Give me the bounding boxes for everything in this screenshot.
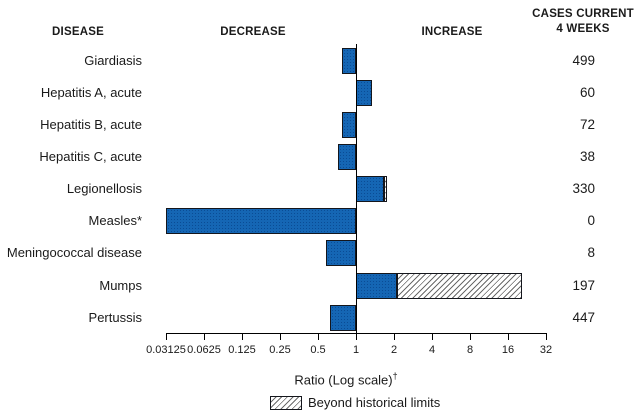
disease-label: Giardiasis	[84, 52, 142, 68]
column-header-cases-line1: CASES CURRENT	[532, 8, 634, 20]
column-header-cases-line2: 4 WEEKS	[556, 23, 610, 35]
disease-label: Hepatitis A, acute	[40, 84, 142, 100]
ratio-bar-increase	[356, 79, 372, 106]
x-axis-tick-label: 0.125	[228, 344, 256, 356]
cases-value: 197	[572, 277, 595, 293]
baseline-ratio-1	[356, 44, 357, 333]
ratio-bar-increase	[356, 176, 385, 203]
x-axis-tick-label: 0.0625	[187, 344, 221, 356]
ratio-bar-decrease	[337, 143, 356, 170]
x-axis-tick	[280, 333, 281, 340]
ratio-bar-decrease	[326, 240, 356, 267]
x-axis-tick	[394, 333, 395, 340]
column-header-increase: INCREASE	[421, 26, 483, 38]
x-axis-tick-label: 16	[501, 344, 515, 356]
x-axis-title-text: Ratio (Log scale)	[294, 372, 393, 388]
legend-label: Beyond historical limits	[308, 395, 441, 410]
column-header-disease: DISEASE	[52, 26, 104, 38]
dagger-footnote-mark: †	[392, 371, 398, 381]
ratio-bar-beyond-limits	[384, 176, 387, 203]
cases-value: 499	[572, 52, 595, 68]
disease-label: Mumps	[99, 277, 142, 293]
x-axis-tick-label: 0.03125	[146, 344, 186, 356]
x-axis-tick-label: 32	[539, 344, 553, 356]
cases-value: 8	[587, 245, 595, 261]
x-axis-title: Ratio (Log scale)†	[294, 371, 397, 387]
x-axis-tick-label: 8	[466, 344, 474, 356]
disease-label: Legionellosis	[66, 181, 142, 197]
x-axis-tick-label: 0.5	[310, 344, 326, 356]
ratio-bar-decrease	[342, 47, 356, 74]
x-axis-tick	[318, 333, 319, 340]
disease-label: Hepatitis B, acute	[40, 116, 142, 132]
disease-label: Pertussis	[88, 309, 142, 325]
x-axis-tick	[508, 333, 509, 340]
disease-label: Hepatitis C, acute	[39, 148, 142, 164]
ratio-bar-decrease	[329, 304, 356, 331]
column-header-cases: CASES CURRENT 4 WEEKS	[532, 7, 634, 37]
ratio-bar-decrease	[166, 208, 356, 235]
legend-hatch-swatch	[270, 396, 302, 410]
x-axis-tick-label: 1	[352, 344, 360, 356]
cases-value: 60	[579, 84, 595, 100]
x-axis-tick	[432, 333, 433, 340]
x-axis-tick	[242, 333, 243, 340]
x-axis-tick-label: 2	[390, 344, 398, 356]
cases-value: 72	[579, 116, 595, 132]
ratio-bar-increase	[356, 272, 397, 299]
ratio-bar-decrease	[342, 111, 356, 138]
x-axis-tick-label: 4	[428, 344, 436, 356]
disease-label: Measles*	[88, 213, 142, 229]
ratio-bar-beyond-limits	[396, 272, 522, 299]
cases-value: 447	[572, 309, 595, 325]
x-axis-tick-label: 0.25	[269, 344, 291, 356]
disease-label: Meningococcal disease	[6, 245, 142, 261]
x-axis-tick	[546, 333, 547, 340]
x-axis-tick	[166, 333, 167, 340]
cases-value: 0	[587, 213, 595, 229]
cases-value: 330	[572, 181, 595, 197]
column-header-decrease: DECREASE	[220, 26, 286, 38]
x-axis-tick	[204, 333, 205, 340]
x-axis-tick	[470, 333, 471, 340]
x-axis-tick	[356, 333, 357, 340]
cases-value: 38	[579, 148, 595, 164]
